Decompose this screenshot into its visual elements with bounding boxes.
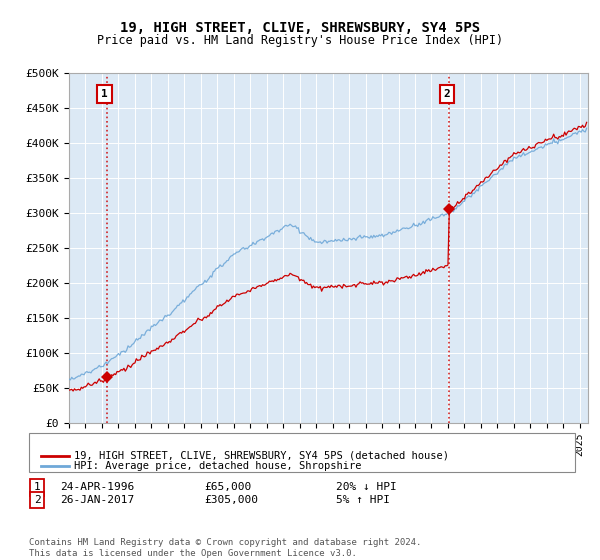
Text: 20% ↓ HPI: 20% ↓ HPI bbox=[336, 482, 397, 492]
Text: 1: 1 bbox=[101, 89, 107, 99]
Text: 19, HIGH STREET, CLIVE, SHREWSBURY, SY4 5PS: 19, HIGH STREET, CLIVE, SHREWSBURY, SY4 … bbox=[120, 21, 480, 35]
Text: HPI: Average price, detached house, Shropshire: HPI: Average price, detached house, Shro… bbox=[74, 461, 361, 471]
Text: 24-APR-1996: 24-APR-1996 bbox=[60, 482, 134, 492]
Text: Contains HM Land Registry data © Crown copyright and database right 2024.
This d: Contains HM Land Registry data © Crown c… bbox=[29, 538, 421, 558]
Text: 26-JAN-2017: 26-JAN-2017 bbox=[60, 495, 134, 505]
Text: 2: 2 bbox=[34, 495, 41, 505]
Text: Price paid vs. HM Land Registry's House Price Index (HPI): Price paid vs. HM Land Registry's House … bbox=[97, 34, 503, 46]
Text: 1: 1 bbox=[34, 482, 41, 492]
Text: £65,000: £65,000 bbox=[204, 482, 251, 492]
Text: 5% ↑ HPI: 5% ↑ HPI bbox=[336, 495, 390, 505]
Text: 2: 2 bbox=[443, 89, 450, 99]
Text: 19, HIGH STREET, CLIVE, SHREWSBURY, SY4 5PS (detached house): 19, HIGH STREET, CLIVE, SHREWSBURY, SY4 … bbox=[74, 451, 449, 461]
Text: £305,000: £305,000 bbox=[204, 495, 258, 505]
